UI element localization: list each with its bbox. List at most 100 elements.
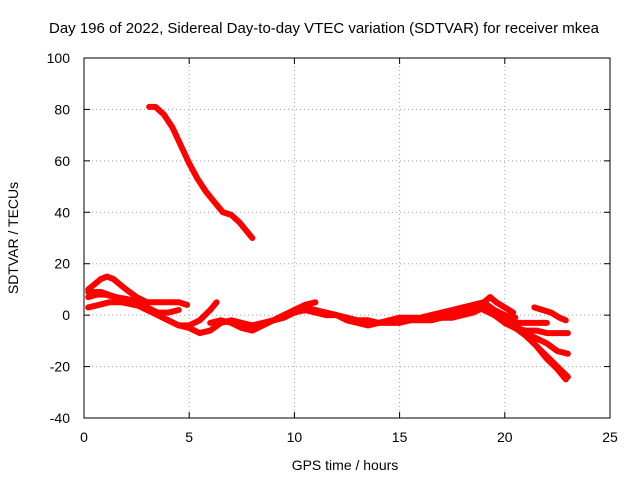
data-point: [386, 317, 392, 323]
data-point: [563, 376, 569, 383]
plot-frame: [83, 57, 611, 419]
y-tick-label: -20: [50, 359, 70, 375]
data-point: [502, 304, 508, 311]
data-point: [531, 304, 537, 311]
data-point: [123, 286, 129, 293]
y-tick-label: 20: [54, 256, 70, 272]
data-point: [85, 289, 91, 295]
x-tick-label: 0: [80, 429, 88, 445]
data-point: [533, 320, 539, 326]
data-point: [218, 317, 224, 323]
tick-marks: [83, 57, 611, 419]
data-point: [184, 302, 190, 308]
data-point: [428, 315, 434, 321]
data-point: [565, 330, 571, 336]
data-point: [365, 322, 371, 329]
x-tick-label: 5: [185, 429, 193, 445]
data-point: [512, 322, 518, 329]
data-point: [195, 176, 201, 182]
data-point: [152, 104, 159, 110]
y-tick-label: 60: [54, 153, 70, 169]
data-point: [554, 330, 561, 336]
data-point: [176, 299, 182, 305]
x-axis-title: GPS time / hours: [292, 457, 399, 473]
data-point: [91, 281, 98, 287]
data-point: [323, 309, 329, 316]
data-point: [544, 330, 550, 336]
series-arc-j: [491, 312, 550, 326]
data-point: [354, 317, 361, 323]
data-point: [533, 327, 539, 334]
data-point: [197, 317, 203, 323]
data-point: [85, 294, 91, 300]
data-point: [98, 276, 104, 282]
data-point: [487, 294, 493, 300]
data-point: [169, 124, 175, 131]
series-arc-l: [512, 322, 569, 383]
data-point: [155, 299, 161, 305]
data-point: [98, 289, 104, 295]
y-tick-label: 100: [47, 50, 71, 66]
data-point: [197, 330, 203, 336]
series-line: [146, 103, 256, 241]
data-point: [544, 340, 550, 347]
data-point: [407, 315, 413, 321]
data-point: [460, 312, 466, 318]
data-point: [237, 219, 243, 226]
data-point: [510, 309, 516, 316]
data-point: [260, 322, 266, 329]
data-point: [186, 160, 192, 167]
data-point: [110, 276, 117, 282]
data-point: [481, 299, 487, 305]
data-point: [186, 325, 192, 331]
data-point: [470, 309, 476, 316]
data-point: [544, 320, 550, 326]
data-point: [491, 312, 497, 318]
data-point: [460, 307, 466, 313]
x-tick-label: 25: [602, 429, 618, 445]
data-point: [533, 343, 539, 349]
data-point: [249, 235, 255, 241]
data-point: [565, 351, 571, 357]
data-point: [548, 309, 554, 316]
y-tick-label: 80: [54, 101, 70, 117]
data-point: [270, 317, 276, 323]
data-point: [493, 299, 499, 305]
data-point: [176, 322, 182, 329]
data-point: [563, 317, 569, 323]
data-point: [249, 327, 255, 334]
data-point: [544, 356, 550, 362]
data-point: [165, 299, 171, 305]
series-line: [85, 289, 319, 337]
data-point: [165, 309, 171, 316]
data-point: [178, 142, 184, 149]
data-point: [176, 307, 182, 313]
series-arc-f: [270, 299, 571, 380]
data-point: [220, 209, 226, 215]
chart-title: Day 196 of 2022, Sidereal Day-to-day VTE…: [49, 20, 600, 37]
data-point: [397, 315, 403, 321]
x-tick-labels: 0 5 10 15 20 25: [80, 429, 618, 445]
data-point: [291, 309, 297, 316]
data-point: [104, 273, 110, 280]
data-point: [239, 325, 245, 331]
data-point: [211, 199, 218, 205]
data-point: [439, 312, 445, 318]
data-point: [161, 111, 167, 118]
series-layer: [85, 103, 571, 383]
data-point: [397, 320, 403, 326]
y-tick-label: -40: [50, 410, 70, 426]
data-point: [155, 312, 161, 318]
data-point: [127, 297, 133, 303]
data-point: [554, 348, 561, 354]
data-point: [418, 315, 424, 321]
data-point: [502, 317, 508, 323]
data-point: [481, 307, 487, 313]
x-tick-label: 15: [392, 429, 408, 445]
series-arc-k: [531, 304, 569, 324]
data-point: [106, 299, 112, 305]
data-point: [281, 315, 287, 321]
data-point: [312, 307, 319, 313]
y-axis-title: SDTVAR / TECUs: [5, 182, 21, 294]
data-point: [96, 302, 102, 308]
